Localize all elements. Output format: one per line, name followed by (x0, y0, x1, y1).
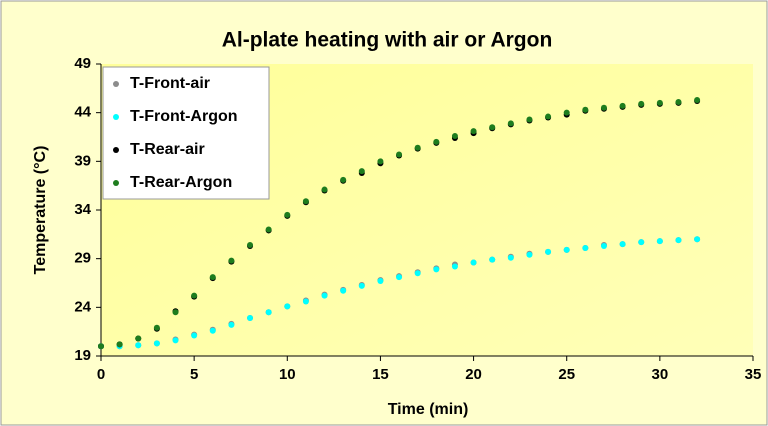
y-tick-label: 44 (74, 104, 91, 121)
data-point (284, 211, 291, 218)
data-point (451, 263, 458, 270)
data-point (172, 309, 179, 316)
x-tick-label: 0 (97, 366, 105, 383)
data-point (433, 266, 440, 273)
data-point (191, 292, 198, 299)
data-point (507, 254, 514, 261)
data-point (414, 144, 421, 151)
data-point (153, 340, 160, 347)
data-point (526, 251, 533, 258)
data-point (600, 243, 607, 250)
data-point (526, 116, 533, 123)
legend-marker (113, 147, 119, 153)
data-point (470, 259, 477, 266)
x-tick-label: 35 (745, 366, 762, 383)
data-point (265, 309, 272, 316)
data-point (675, 237, 682, 244)
data-point (340, 176, 347, 183)
legend-label: T-Rear-air (130, 141, 205, 158)
data-point (209, 327, 216, 334)
data-point (116, 341, 123, 348)
data-point (414, 270, 421, 277)
y-tick-label: 24 (74, 298, 91, 315)
data-point (340, 287, 347, 294)
data-point (656, 238, 663, 245)
y-tick-label: 49 (74, 55, 91, 72)
data-point (321, 292, 328, 299)
data-point (675, 98, 682, 105)
data-point (656, 99, 663, 106)
data-point (582, 244, 589, 251)
x-tick-label: 30 (652, 366, 669, 383)
legend-label: T-Front-Argon (130, 108, 238, 125)
x-axis-title: Time (min) (388, 401, 469, 418)
data-point (600, 104, 607, 111)
data-point (377, 158, 384, 165)
x-tick-label: 5 (190, 366, 198, 383)
y-axis-title: Temperature (°C) (32, 146, 49, 275)
data-point (638, 239, 645, 246)
data-point (135, 342, 142, 349)
data-point (433, 138, 440, 145)
data-point (507, 120, 514, 127)
data-point (489, 256, 496, 263)
data-point (489, 124, 496, 131)
y-tick-label: 34 (74, 201, 91, 218)
data-point (451, 133, 458, 140)
x-tick-label: 15 (372, 366, 389, 383)
data-point (228, 321, 235, 328)
y-tick-label: 39 (74, 152, 91, 169)
data-point (358, 168, 365, 175)
data-point (153, 324, 160, 331)
y-tick-label: 19 (74, 347, 91, 364)
data-point (638, 100, 645, 107)
data-point (694, 97, 701, 104)
data-point (545, 248, 552, 255)
data-point (396, 274, 403, 281)
data-point (302, 298, 309, 305)
data-point (377, 278, 384, 285)
data-point (247, 242, 254, 249)
data-point (619, 102, 626, 109)
data-point (470, 128, 477, 135)
data-point (172, 337, 179, 344)
legend-label: T-Front-air (130, 75, 210, 92)
data-point (563, 109, 570, 116)
x-tick-label: 25 (558, 366, 575, 383)
data-point (265, 226, 272, 233)
data-point (228, 257, 235, 264)
x-tick-label: 20 (465, 366, 482, 383)
y-tick-label: 29 (74, 250, 91, 267)
data-point (247, 315, 254, 322)
data-point (396, 151, 403, 158)
data-point (191, 332, 198, 339)
legend-marker (113, 81, 119, 87)
data-point (284, 303, 291, 310)
chart-title: Al-plate heating with air or Argon (222, 29, 553, 52)
data-point (321, 186, 328, 193)
data-point (358, 282, 365, 289)
legend-label: T-Rear-Argon (130, 174, 232, 191)
data-point (582, 106, 589, 113)
data-point (545, 113, 552, 120)
legend-box (102, 66, 270, 200)
legend-marker (113, 180, 119, 186)
data-point (209, 274, 216, 281)
data-point (135, 335, 142, 342)
x-tick-label: 10 (279, 366, 296, 383)
data-point (619, 241, 626, 248)
data-point (98, 343, 104, 350)
data-point (563, 246, 570, 253)
legend-marker (113, 114, 119, 120)
data-point (302, 198, 309, 205)
data-point (694, 236, 701, 243)
